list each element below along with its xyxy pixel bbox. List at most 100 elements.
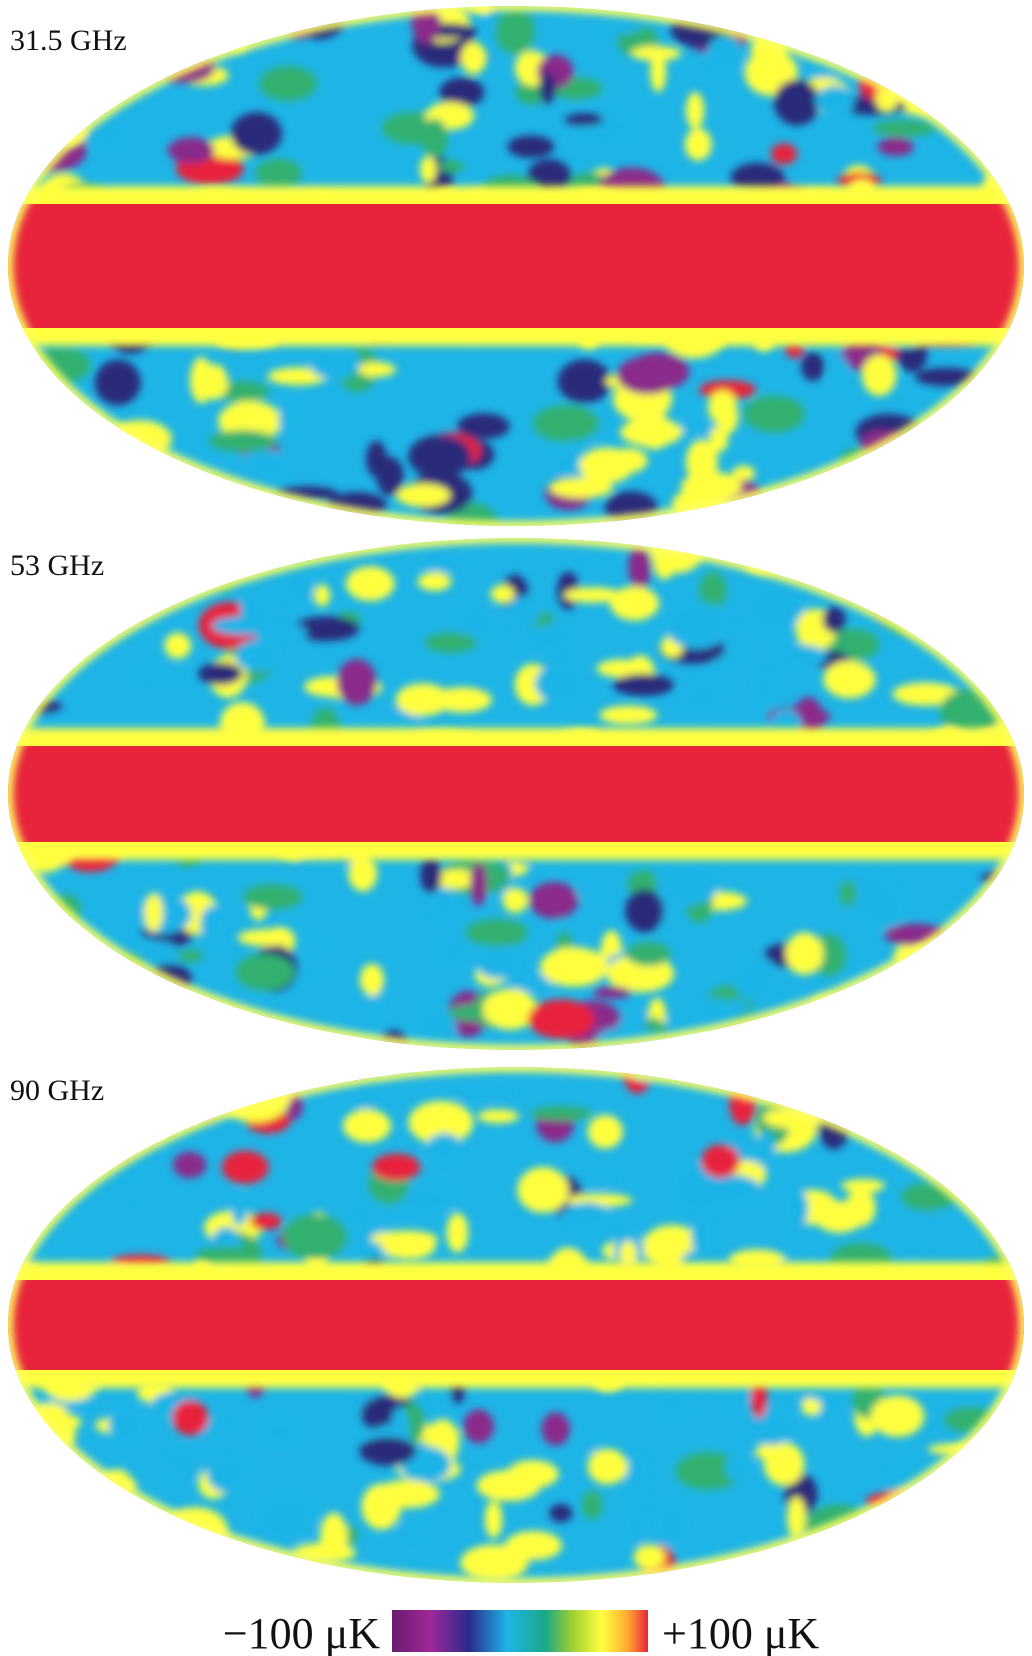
- blob: [438, 160, 464, 172]
- blob: [935, 1121, 986, 1134]
- blob: [212, 616, 273, 635]
- blob: [63, 515, 112, 532]
- blob: [582, 1490, 602, 1519]
- blob: [357, 1203, 393, 1216]
- blob: [622, 1509, 648, 1544]
- blob: [259, 66, 316, 101]
- blob: [701, 1144, 740, 1178]
- blob: [470, 862, 487, 906]
- blob: [974, 575, 1032, 590]
- blob: [374, 1480, 440, 1508]
- blob: [579, 447, 634, 483]
- blob: [879, 497, 905, 510]
- blob: [654, 1388, 696, 1415]
- blob: [869, 475, 919, 492]
- blob: [885, 455, 941, 477]
- colorbar: [392, 1610, 648, 1652]
- blob: [640, 1233, 693, 1257]
- blob: [181, 1080, 227, 1116]
- blob: [30, 1448, 81, 1483]
- blob: [372, 1153, 421, 1181]
- blob: [539, 72, 556, 104]
- blob: [131, 1084, 178, 1121]
- blob: [577, 1434, 598, 1454]
- blob: [231, 112, 282, 155]
- blob: [426, 1133, 463, 1164]
- blob: [767, 644, 827, 668]
- galactic-band: [0, 746, 1032, 842]
- blob: [126, 551, 180, 567]
- blob: [574, 1174, 620, 1188]
- blob: [396, 484, 450, 507]
- blob: [185, 1082, 213, 1104]
- blob: [840, 880, 857, 906]
- blob: [932, 1084, 973, 1098]
- blob: [860, 882, 907, 930]
- blob: [475, 943, 519, 979]
- blob: [209, 430, 276, 452]
- blob: [871, 1395, 924, 1437]
- blob: [37, 1470, 58, 1513]
- blob: [893, 1083, 927, 1097]
- blob: [820, 528, 846, 570]
- blob: [503, 888, 529, 913]
- blob: [11, 118, 27, 152]
- blob: [466, 919, 528, 946]
- blob: [733, 957, 780, 1001]
- blob: [680, 1183, 726, 1206]
- blob: [420, 156, 436, 183]
- blob: [716, 0, 771, 21]
- blob: [364, 1115, 384, 1140]
- blob: [846, 1188, 876, 1226]
- blob: [5, 144, 23, 176]
- sky-map: [0, 528, 1032, 1062]
- blob: [144, 893, 162, 932]
- blob: [685, 128, 712, 160]
- blob: [198, 663, 242, 685]
- blob: [529, 882, 579, 919]
- blob: [80, 581, 125, 614]
- blob: [969, 952, 1032, 989]
- blob: [984, 928, 1032, 971]
- blob: [966, 447, 996, 477]
- blob: [460, 1544, 528, 1581]
- blob: [865, 1553, 885, 1598]
- blob: [485, 1501, 503, 1539]
- blob: [963, 12, 993, 58]
- blob: [620, 418, 682, 447]
- blob: [153, 542, 216, 564]
- blob: [528, 999, 595, 1039]
- blob: [864, 458, 892, 489]
- colorbar-min-label: −100 μK: [223, 1609, 380, 1656]
- blob: [231, 1190, 247, 1226]
- blob: [1, 56, 18, 93]
- blob: [421, 119, 448, 158]
- blob: [192, 0, 235, 46]
- blob: [802, 1397, 821, 1416]
- blob: [411, 0, 440, 44]
- blob: [507, 135, 554, 158]
- blob: [739, 1566, 782, 1582]
- blob: [654, 1501, 687, 1549]
- sky-map: [0, 1052, 1032, 1600]
- blob: [198, 1553, 236, 1580]
- blob: [599, 705, 657, 724]
- blob: [617, 356, 679, 394]
- blob: [764, 1442, 805, 1485]
- blob: [558, 359, 612, 403]
- blob: [530, 1106, 592, 1121]
- panel-label: 53 GHz: [10, 549, 104, 582]
- blob: [346, 566, 395, 601]
- blob: [631, 46, 681, 61]
- blob: [774, 79, 820, 125]
- blob: [540, 947, 608, 987]
- galactic-band: [0, 204, 1032, 328]
- blob: [173, 1557, 217, 1588]
- blob: [308, 341, 361, 380]
- blob: [873, 120, 936, 136]
- blob: [978, 1180, 1020, 1193]
- blob: [925, 0, 976, 28]
- blob: [0, 458, 63, 490]
- blob: [507, 1460, 559, 1488]
- figure: 31.5 GHz 53 GHz 90 GHz −100 μK +100 μK: [0, 0, 1032, 1656]
